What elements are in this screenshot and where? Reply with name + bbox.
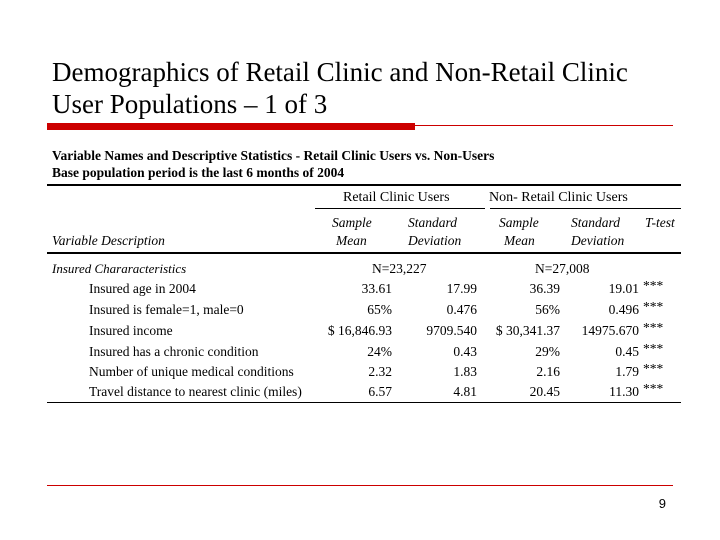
header-bottom-rule xyxy=(47,252,681,254)
nonretail-mean-value: 2.16 xyxy=(536,364,560,379)
nonretail-mean-header: Mean xyxy=(504,233,535,248)
significance-stars: *** xyxy=(643,381,664,396)
row-label: Insured is female=1, male=0 xyxy=(89,302,244,317)
retail-mean-value: 2.32 xyxy=(368,364,392,379)
nonretail-deviation-header: Deviation xyxy=(571,233,625,248)
section-label: Insured Chararacteristics xyxy=(52,261,187,276)
significance-stars: *** xyxy=(643,341,664,356)
row-label: Travel distance to nearest clinic (miles… xyxy=(89,384,302,399)
footer-divider xyxy=(47,485,673,486)
retail-mean-value: 6.57 xyxy=(368,384,392,399)
slide-title-line-1: Demographics of Retail Clinic and Non-Re… xyxy=(52,57,628,87)
row-label: Insured age in 2004 xyxy=(89,281,196,296)
retail-sd-value: 17.99 xyxy=(446,281,477,296)
row-label: Insured income xyxy=(89,323,173,338)
retail-sd-value: 0.476 xyxy=(446,302,477,317)
retail-sd-value: 4.81 xyxy=(453,384,477,399)
nonretail-sd-value: 11.30 xyxy=(609,384,639,399)
nonretail-standard-header: Standard xyxy=(571,215,621,230)
title-divider-thick xyxy=(47,123,415,130)
row-label: Insured has a chronic condition xyxy=(89,344,259,359)
group-rule-retail xyxy=(315,208,485,209)
significance-stars: *** xyxy=(643,278,664,293)
retail-sd-value: 1.83 xyxy=(453,364,477,379)
retail-mean-value: $ 16,846.93 xyxy=(327,323,392,338)
significance-stars: *** xyxy=(643,361,664,376)
group-header-nonretail: Non- Retail Clinic Users xyxy=(489,190,628,205)
retail-sample-header: Sample xyxy=(332,215,372,230)
retail-mean-header: Mean xyxy=(336,233,367,248)
table-top-rule xyxy=(47,184,681,186)
retail-standard-header: Standard xyxy=(408,215,458,230)
table-heading-line-1: Variable Names and Descriptive Statistic… xyxy=(52,148,495,163)
ttest-header: T-test xyxy=(645,215,675,230)
significance-stars: *** xyxy=(643,299,664,314)
variable-description-header: Variable Description xyxy=(52,233,165,248)
slide-title-line-2: User Populations – 1 of 3 xyxy=(52,89,328,119)
table-heading: Variable Names and Descriptive Statistic… xyxy=(52,147,672,181)
group-header-retail: Retail Clinic Users xyxy=(343,190,450,205)
retail-sd-value: 0.43 xyxy=(453,344,477,359)
nonretail-sd-value: 19.01 xyxy=(608,281,639,296)
group-rule-nonretail xyxy=(490,208,681,209)
nonretail-mean-value: 20.45 xyxy=(529,384,560,399)
title-divider-thin xyxy=(415,125,673,126)
row-label: Number of unique medical conditions xyxy=(89,364,294,379)
nonretail-mean-value: 56% xyxy=(535,302,560,317)
n-retail: N=23,227 xyxy=(372,261,427,276)
table-bottom-rule xyxy=(47,402,681,403)
page-number: 9 xyxy=(658,496,666,511)
table-heading-line-2: Base population period is the last 6 mon… xyxy=(52,165,345,180)
nonretail-mean-value: 29% xyxy=(535,344,560,359)
significance-stars: *** xyxy=(643,320,664,335)
retail-mean-value: 65% xyxy=(367,302,392,317)
n-nonretail: N=27,008 xyxy=(535,261,590,276)
retail-deviation-header: Deviation xyxy=(408,233,462,248)
retail-sd-value: 9709.540 xyxy=(426,323,477,338)
nonretail-sd-value: 14975.670 xyxy=(581,323,639,338)
retail-mean-value: 33.61 xyxy=(361,281,392,296)
nonretail-sd-value: 0.496 xyxy=(608,302,639,317)
nonretail-sd-value: 0.45 xyxy=(615,344,639,359)
slide-title: Demographics of Retail Clinic and Non-Re… xyxy=(52,56,692,120)
nonretail-sample-header: Sample xyxy=(499,215,539,230)
nonretail-sd-value: 1.79 xyxy=(615,364,639,379)
nonretail-mean-value: 36.39 xyxy=(529,281,560,296)
nonretail-mean-value: $ 30,341.37 xyxy=(495,323,560,338)
retail-mean-value: 24% xyxy=(367,344,392,359)
